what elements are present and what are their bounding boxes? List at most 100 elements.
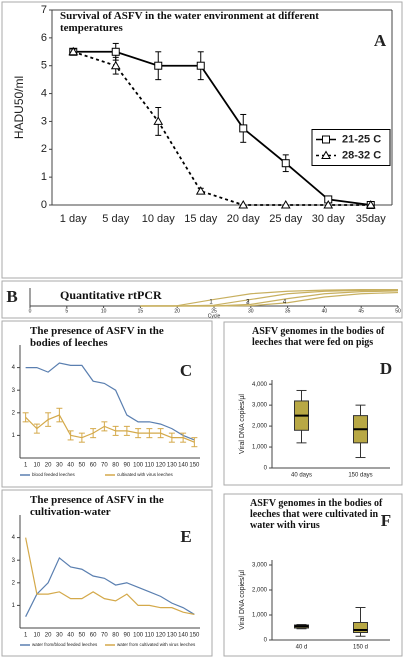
x-tick-label: 40	[67, 463, 74, 469]
x-tick-label: 20	[45, 633, 52, 639]
y-tick-label: 3,000	[252, 403, 268, 409]
y-axis-label: Viral DNA copies/µl	[239, 394, 246, 454]
legend-label: water from cultivated with virus leeches	[117, 642, 196, 647]
marker	[111, 47, 120, 56]
y-tick-label: 4,000	[252, 382, 268, 388]
x-tick-label: 150 days	[348, 473, 372, 479]
x-tick-label: 120	[156, 463, 167, 469]
x-tick-label: 1 day	[60, 213, 87, 225]
x-tick-label: 30	[248, 308, 254, 314]
x-tick-label: 35day	[356, 213, 386, 225]
line	[73, 50, 371, 206]
marker	[154, 61, 163, 70]
x-tick-label: 40 d	[296, 645, 308, 651]
panel-title: The presence of ASFV in the cultivation-…	[30, 494, 164, 519]
y-axis-label: HADU50/ml	[12, 76, 26, 139]
x-tick-label: 25	[211, 308, 217, 314]
x-tick-label: 40 days	[291, 473, 312, 479]
x-tick-label: 25 day	[269, 213, 303, 225]
y-tick-label: 3,000	[252, 563, 268, 569]
legend-label: 21-25 C	[342, 133, 381, 145]
x-tick-label: 5	[65, 308, 68, 314]
marker	[280, 199, 291, 209]
y-tick-label: 3	[12, 558, 16, 564]
marker	[365, 199, 376, 209]
y-tick-label: 0	[264, 638, 268, 644]
legend-label: 28-32 C	[342, 149, 381, 161]
panel-title: Quantitative rtPCR	[60, 288, 162, 302]
x-tick-label: 130	[167, 463, 178, 469]
panel-title: Survival of ASFV in the water environmen…	[60, 10, 319, 35]
x-axis-label: Cycle	[208, 313, 221, 319]
x-tick-label: 140	[178, 463, 189, 469]
x-tick-label: 150	[189, 463, 200, 469]
y-tick-label: 1	[41, 171, 47, 183]
marker	[110, 60, 121, 70]
x-tick-label: 60	[90, 463, 97, 469]
panel-label: E	[180, 527, 191, 546]
x-tick-label: 130	[167, 633, 178, 639]
y-tick-label: 0	[264, 466, 268, 472]
x-tick-label: 90	[124, 633, 131, 639]
y-tick-label: 2	[12, 580, 16, 586]
x-tick-label: 30 day	[312, 213, 346, 225]
y-tick-label: 4	[12, 365, 16, 371]
x-tick-label: 110	[145, 463, 155, 469]
x-tick-label: 5 day	[102, 213, 129, 225]
x-tick-label: 10	[101, 308, 107, 314]
panel-frame	[1, 1, 403, 279]
y-tick-label: 7	[41, 4, 47, 16]
legend-label: water from/blood feeded leeches	[32, 642, 98, 647]
panel-label: C	[180, 361, 192, 380]
panel-label: A	[374, 31, 387, 50]
marker	[196, 61, 205, 70]
panel-label: B	[6, 287, 17, 306]
line	[25, 362, 195, 441]
marker	[195, 186, 206, 195]
y-tick-label: 3	[41, 115, 47, 127]
legend-label: cultivated with virus leeches	[117, 472, 174, 477]
panel-label: D	[380, 359, 392, 378]
panel-frame	[1, 280, 403, 319]
y-tick-label: 1	[12, 433, 16, 439]
x-tick-label: 15 day	[184, 213, 218, 225]
panel-title: ASFV genomes in the bodies of leeches th…	[252, 326, 385, 348]
y-tick-label: 1,000	[252, 445, 268, 451]
panel-title: The presence of ASFV in the bodies of le…	[30, 325, 164, 350]
y-tick-label: 4	[12, 535, 16, 541]
y-tick-label: 0	[41, 199, 47, 211]
x-tick-label: 1	[24, 463, 28, 469]
panel-label: F	[381, 511, 391, 530]
x-tick-label: 0	[29, 308, 32, 314]
y-tick-label: 1	[12, 603, 16, 609]
box	[353, 622, 368, 633]
y-tick-label: 3	[12, 388, 16, 394]
x-tick-label: 10	[34, 633, 41, 639]
x-tick-label: 100	[133, 463, 144, 469]
x-tick-label: 50	[395, 308, 401, 314]
curve-label: 2	[246, 300, 250, 306]
line	[25, 556, 195, 617]
y-tick-label: 2,000	[252, 588, 268, 594]
line	[72, 50, 371, 206]
panel-frame	[223, 493, 403, 657]
x-tick-label: 90	[124, 463, 131, 469]
x-tick-label: 40	[322, 308, 328, 314]
panel-title: ASFV genomes in the bodies of leeches th…	[250, 498, 383, 531]
y-tick-label: 4	[41, 87, 47, 99]
marker	[68, 46, 79, 56]
y-tick-label: 2	[12, 410, 16, 416]
x-tick-label: 45	[358, 308, 364, 314]
x-tick-label: 110	[145, 633, 155, 639]
x-tick-label: 150	[189, 633, 200, 639]
marker	[323, 199, 334, 209]
x-tick-label: 140	[178, 633, 189, 639]
line	[25, 414, 195, 443]
line	[140, 289, 398, 307]
panel-frame	[1, 320, 213, 488]
marker	[153, 116, 164, 125]
x-tick-label: 70	[101, 463, 108, 469]
curve-label: 1	[209, 300, 213, 306]
x-tick-label: 20	[45, 463, 52, 469]
